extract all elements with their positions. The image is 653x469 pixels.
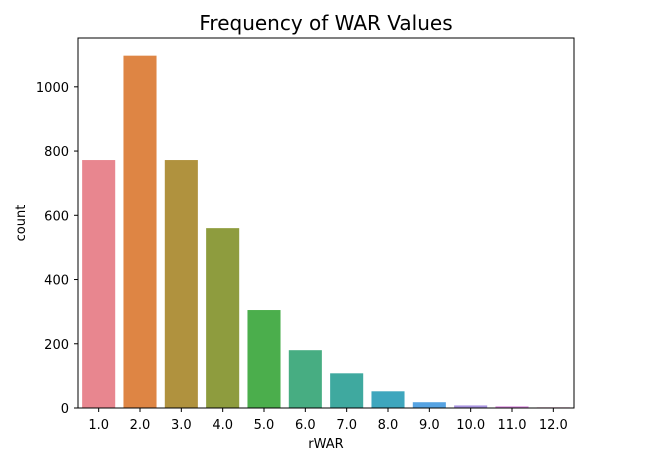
x-axis-label: rWAR — [308, 437, 343, 452]
bar-5.0 — [247, 310, 281, 408]
x-axis-ticks: 1.0 2.0 3.0 4.0 5.0 6.0 7.0 8.0 9.0 10.0 11.0 12.0 — [88, 408, 568, 433]
bar-4.0 — [206, 228, 240, 408]
x-tick-label: 1.0 — [88, 418, 109, 433]
y-tick-label: 600 — [44, 209, 69, 224]
y-tick-label: 400 — [44, 274, 69, 289]
y-axis-ticks: 0 200 400 600 800 1000 — [36, 81, 78, 417]
bar-10.0 — [454, 405, 488, 408]
bar-11.0 — [495, 406, 529, 408]
x-tick-label: 12.0 — [539, 418, 568, 433]
bar-1.0 — [82, 160, 116, 408]
y-tick-label: 800 — [44, 145, 69, 160]
x-tick-label: 2.0 — [130, 418, 151, 433]
chart-title: Frequency of WAR Values — [199, 11, 452, 35]
bar-8.0 — [371, 391, 405, 408]
x-tick-label: 9.0 — [419, 418, 440, 433]
bars-group — [82, 55, 570, 409]
y-tick-label: 1000 — [36, 81, 69, 96]
x-tick-label: 4.0 — [212, 418, 233, 433]
x-tick-label: 6.0 — [295, 418, 316, 433]
x-tick-label: 8.0 — [378, 418, 399, 433]
y-tick-label: 200 — [44, 338, 69, 353]
bar-7.0 — [330, 373, 364, 408]
bar-3.0 — [164, 160, 198, 408]
plot-frame — [77, 37, 575, 409]
x-tick-label: 10.0 — [456, 418, 485, 433]
x-tick-label: 11.0 — [498, 418, 527, 433]
x-tick-label: 3.0 — [171, 418, 192, 433]
y-tick-label: 0 — [61, 402, 69, 417]
bar-6.0 — [288, 350, 322, 408]
y-axis-label: count — [14, 205, 29, 242]
bar-9.0 — [412, 402, 446, 408]
x-tick-label: 7.0 — [336, 418, 357, 433]
x-tick-label: 5.0 — [254, 418, 275, 433]
bar-2.0 — [123, 55, 157, 409]
